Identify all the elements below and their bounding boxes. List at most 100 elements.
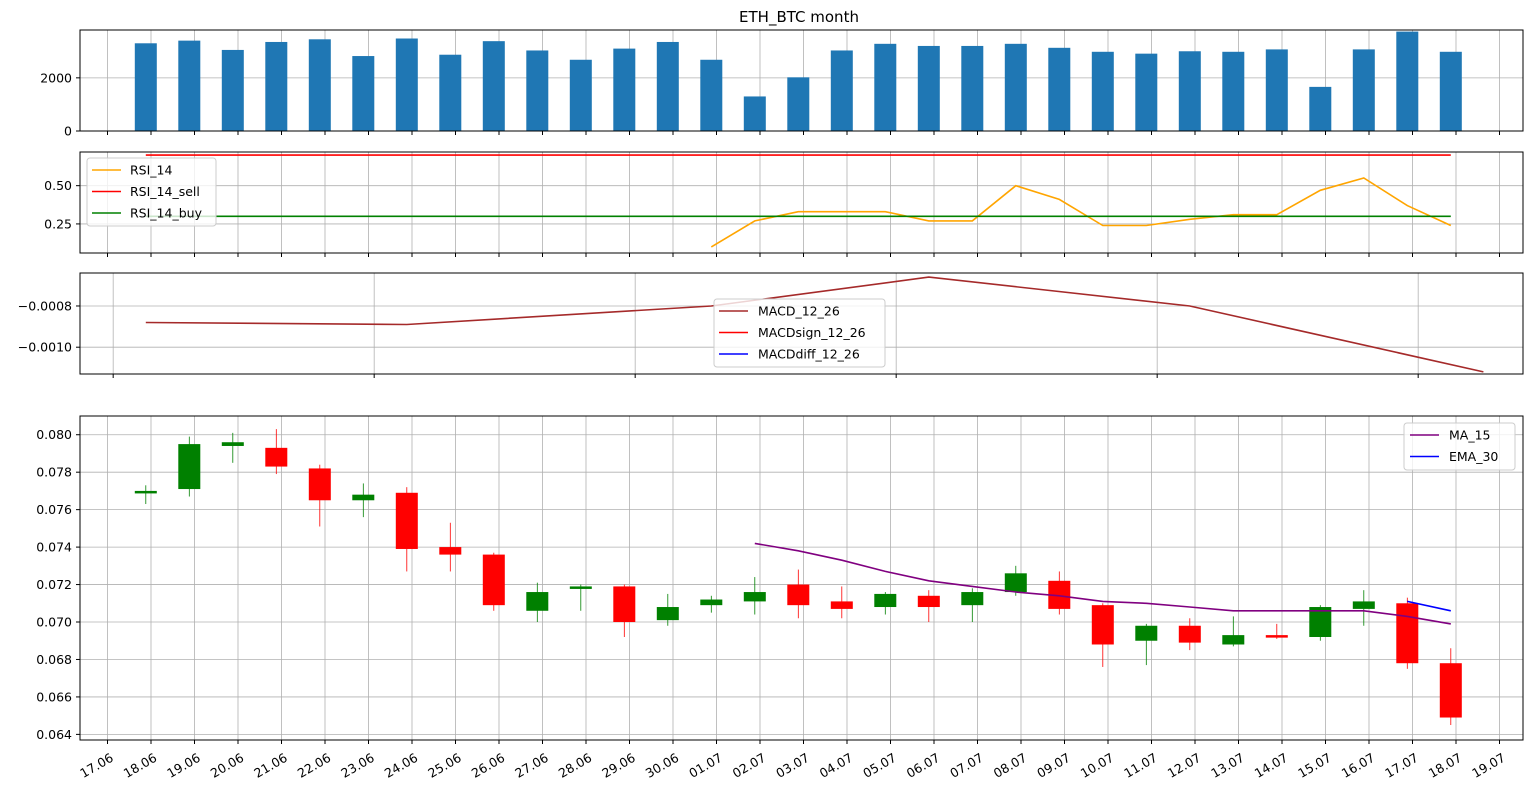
y-tick-label: 0.080 [36,427,72,442]
legend-label: MACDdiff_12_26 [758,347,860,362]
x-tick-label: 17.07 [1382,750,1421,781]
volume-bar [482,41,505,131]
candle-body [308,468,331,501]
x-tick-label: 23.06 [338,750,377,781]
x-tick-label: 14.07 [1252,750,1291,781]
candle-body [1265,635,1288,638]
legend-box [86,157,217,227]
y-tick-label: 0.068 [36,652,72,667]
candle-body [830,601,853,609]
legend-label: MACD_12_26 [758,304,840,319]
volume-bar [1309,86,1332,131]
rsi-panel: 0.25 0.50 RSI_14 RSI_14_sell RSI_14_buy [44,151,1524,257]
x-tick-label: 21.06 [251,750,290,781]
x-tick-label: 05.07 [860,750,899,781]
candle-body [743,592,766,602]
x-tick-label: 11.07 [1121,750,1160,781]
volume-bar [352,56,375,132]
candle-body [656,607,679,621]
y-tick-label: 0.074 [36,540,72,555]
volume-bar [961,45,984,131]
x-tick-label: 04.07 [817,750,856,781]
legend-label: EMA_30 [1449,449,1498,464]
volume-bar [656,41,679,131]
volume-bar [439,54,462,131]
candle-body [613,586,636,623]
candle-body [134,490,157,494]
legend-box [713,298,886,368]
volume-bar [395,38,418,131]
volume-bar [1265,49,1288,131]
candle-body [265,447,288,467]
y-tick-label: 0 [64,124,72,139]
volume-bar [1091,51,1114,131]
x-tick-label: 30.06 [643,750,682,781]
volume-bar [787,77,810,131]
candle-body [917,595,940,608]
volume-bar [178,40,201,132]
candle-body [395,492,418,549]
macd-line [145,276,1484,373]
price-legend: MA_15 EMA_30 [1403,422,1516,471]
x-tick-label: 07.07 [947,750,986,781]
candle-body [1004,573,1027,593]
volume-bar [1439,51,1462,131]
ma15-line [754,542,1451,625]
y-tick-label: 0.064 [36,727,72,742]
volume-bar [221,49,244,131]
x-tick-label: 02.07 [730,750,769,781]
axes-frame [79,415,1524,741]
y-tick-label: 0.066 [36,689,72,704]
y-tick-label: 0.078 [36,465,72,480]
y-tick-label: 2000 [40,70,72,85]
candle-body [700,599,723,606]
volume-bar [743,96,766,131]
x-tick-label: 18.06 [121,750,160,781]
macd-panel: −0.0010−0.0008 MACD_12_26MACDsign_12_26MA… [18,272,1524,378]
volume-bar [308,39,331,132]
x-tick-label: 09.07 [1034,750,1073,781]
volume-bar [830,50,853,131]
candle-body [1396,603,1419,664]
candle-body [1178,625,1201,643]
candle-body [482,554,505,606]
rsi-line [710,177,1452,248]
y-tick-label: 0.070 [36,615,72,630]
x-tick-label: 24.06 [382,750,421,781]
x-tick-label: 08.07 [991,750,1030,781]
volume-bar [1135,53,1158,132]
x-tick-label: 12.07 [1165,750,1204,781]
x-tick-label: 13.07 [1208,750,1247,781]
y-tick-label: 0.072 [36,577,72,592]
chart-title: ETH_BTC month [739,8,859,27]
candle-body [1048,580,1071,609]
legend-label: RSI_14_sell [130,184,200,199]
volume-bar [134,43,157,131]
candle-body [221,442,244,446]
candle-body [1352,601,1375,609]
candle-body [569,586,592,589]
x-tick-label: 19.06 [164,750,203,781]
volume-bar [1222,51,1245,131]
volume-bar [874,43,897,131]
legend-label: RSI_14_buy [130,206,203,221]
x-tick-label: 15.07 [1295,750,1334,781]
candle-body [1222,635,1245,645]
candle-body [1439,663,1462,718]
x-tick-label: 22.06 [295,750,334,781]
volume-bar [700,59,723,132]
price-panel: 0.064 0.066 0.068 0.070 0.072 0.074 0.076 0.078… [36,415,1524,781]
candle-body [1135,625,1158,641]
x-tick-label: 26.06 [469,750,508,781]
volume-bar [1048,47,1071,132]
volume-bar [569,59,592,132]
ema30-line [1407,600,1451,612]
y-tick-label: 0.25 [44,216,72,231]
x-tick-label: 06.07 [904,750,943,781]
axes-frame [79,151,1524,254]
volume-bar [917,45,940,131]
y-tick-label: 0.076 [36,502,72,517]
x-tick-label: 28.06 [556,750,595,781]
y-tick-label: −0.0008 [18,298,72,313]
